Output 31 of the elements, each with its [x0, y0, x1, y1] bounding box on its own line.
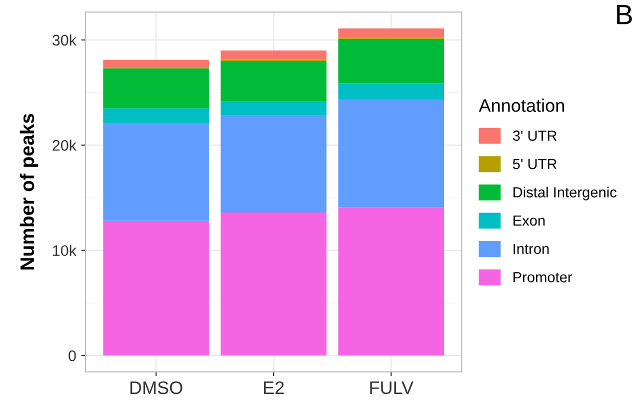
legend-label: 5' UTR	[512, 158, 557, 170]
legend-label: Promoter	[514, 272, 572, 282]
bar	[220, 60, 326, 101]
bar	[220, 116, 326, 212]
legend-label: Distal Intergenic	[514, 186, 617, 200]
bar	[103, 68, 209, 108]
y-tick-label: 20k	[52, 140, 77, 151]
x-tick-label: DMSO	[130, 381, 182, 394]
legend-title: Annotation	[478, 98, 564, 112]
legend-label: Exon	[514, 216, 545, 226]
y-tick-label: 10k	[53, 244, 77, 256]
legend-label: Intron	[514, 244, 549, 254]
y-axis-title: Number of peaks	[20, 114, 38, 270]
bar	[338, 38, 444, 84]
y-tick-label: 0	[68, 350, 76, 362]
x-tick-label: FULV	[370, 382, 414, 394]
bar	[103, 108, 209, 124]
bar	[338, 100, 444, 208]
bar	[103, 60, 209, 68]
bar	[220, 100, 326, 116]
bar	[338, 207, 444, 356]
bar	[220, 212, 326, 356]
bar	[103, 220, 209, 356]
bar	[220, 50, 326, 60]
y-tick-label: 30k	[52, 34, 77, 46]
legend-label: 3' UTR	[512, 130, 557, 141]
bar	[103, 123, 209, 221]
bar	[338, 83, 444, 100]
text: B	[617, 5, 632, 24]
bar	[338, 28, 444, 38]
x-tick-label: E2	[264, 381, 284, 394]
